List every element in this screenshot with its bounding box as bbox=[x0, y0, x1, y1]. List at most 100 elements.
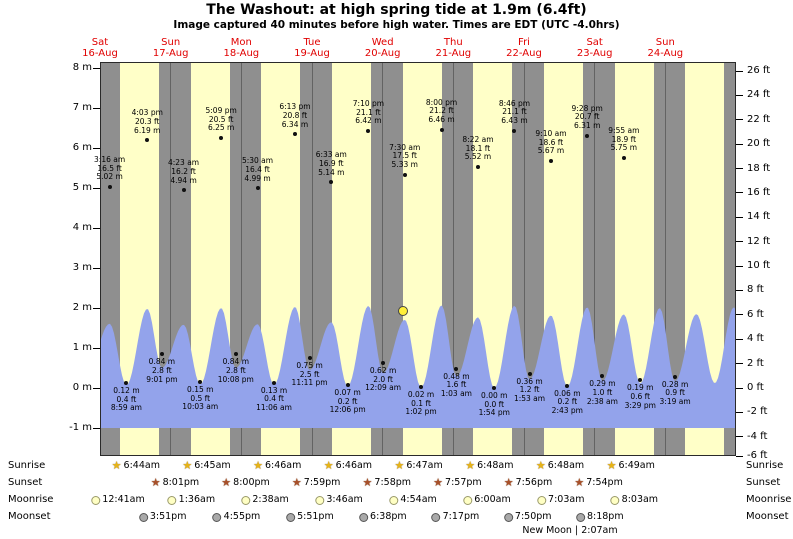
tide-annotation-line: 6.34 m bbox=[281, 119, 309, 129]
tide-annotation-line: 5:30 am bbox=[241, 156, 274, 166]
astro-row-label: Moonrise bbox=[8, 494, 54, 505]
tide-annotation-low: 0.75 m 2.5 ft 11:11 pm bbox=[281, 361, 339, 388]
tide-dot bbox=[673, 374, 678, 379]
moonrise-circle bbox=[167, 495, 177, 505]
day-label: Thu 21-Aug bbox=[436, 37, 472, 59]
y-axis-label-feet: 18 ft bbox=[747, 162, 771, 174]
astro-row-label: Sunset bbox=[8, 477, 43, 488]
astro-time: 3:51pm bbox=[149, 511, 187, 522]
y-axis-tick-right bbox=[736, 338, 743, 340]
tide-annotation-line: 2:38 am bbox=[586, 396, 618, 406]
moonrise-circle bbox=[463, 495, 473, 505]
astro-entry: ★ 8:01pm bbox=[151, 477, 200, 488]
astro-time: 6:45am bbox=[194, 460, 231, 471]
moonset-circle bbox=[138, 512, 148, 522]
sunrise-star: ★ bbox=[323, 459, 334, 472]
tide-curve-area bbox=[100, 305, 736, 428]
astro-time: 6:49am bbox=[618, 460, 655, 471]
day-date: 21-Aug bbox=[435, 48, 472, 59]
tide-annotation-high: 8:46 pm 21.1 ft 6.43 m bbox=[485, 99, 543, 126]
astro-time: 8:00pm bbox=[233, 477, 270, 488]
day-label: Sat 16-Aug bbox=[82, 37, 118, 59]
tide-annotation-line: 5.52 m bbox=[464, 152, 492, 162]
tide-annotation-line: 4.94 m bbox=[170, 175, 197, 185]
tide-dot bbox=[600, 374, 605, 379]
tide-annotation-line: 18.1 ft bbox=[465, 143, 491, 153]
tide-dot bbox=[454, 366, 459, 371]
day-boundary-line bbox=[382, 62, 384, 456]
tide-dot bbox=[145, 138, 150, 143]
y-axis-label-meters: 7 m bbox=[72, 102, 92, 113]
tide-annotation-line: 21.2 ft bbox=[429, 106, 454, 116]
astro-entry: ★ 6:46am bbox=[323, 459, 372, 472]
tide-annotation-line: 3:29 pm bbox=[624, 400, 656, 410]
astro-entry: ★ 6:44am bbox=[112, 460, 160, 471]
tide-annotation-line: 5.33 m bbox=[391, 159, 418, 169]
day-of-week: Sat bbox=[91, 37, 109, 48]
tide-annotation-line: 6:33 am bbox=[315, 150, 347, 160]
day-date: 24-Aug bbox=[647, 48, 684, 59]
y-axis-tick-left bbox=[93, 187, 100, 189]
y-axis-tick-right bbox=[736, 289, 743, 291]
y-axis-tick-right bbox=[736, 119, 743, 121]
tide-annotation-high: 5:30 am 16.4 ft 4.99 m bbox=[229, 157, 287, 183]
tide-annotation-high: 7:30 am 17.5 ft 5.33 m bbox=[376, 143, 434, 170]
tide-annotation-line: 1:53 am bbox=[513, 393, 546, 403]
tide-annotation-line: 1:54 pm bbox=[478, 408, 510, 418]
tide-annotation-line: 18.9 ft bbox=[611, 134, 637, 144]
tide-dot bbox=[181, 188, 186, 193]
y-axis-label-feet: 20 ft bbox=[747, 138, 771, 150]
day-date: 16-Aug bbox=[82, 48, 118, 59]
day-label: Sun 24-Aug bbox=[648, 37, 684, 59]
tide-annotation-line: 0.19 m bbox=[627, 383, 654, 393]
astro-time: 5:51pm bbox=[297, 511, 334, 522]
tide-annotation-line: 1:03 am bbox=[440, 388, 472, 398]
tide-annotation-line: 1:02 pm bbox=[405, 407, 437, 417]
tide-annotation-high: 4:03 pm 20.3 ft 6.19 m bbox=[118, 109, 176, 135]
tide-annotation-line: 16.4 ft bbox=[245, 164, 270, 174]
day-of-week: Wed bbox=[371, 37, 394, 48]
new-moon-label: New Moon | 2:07am bbox=[522, 525, 618, 536]
tide-annotation-line: 5.67 m bbox=[537, 146, 565, 156]
tide-dot bbox=[621, 156, 626, 160]
tide-annotation-line: 16.5 ft bbox=[97, 163, 122, 173]
tide-annotation-line: 0.28 m bbox=[661, 379, 689, 389]
astro-entry: 1:36am bbox=[167, 495, 215, 505]
y-axis-tick-left bbox=[93, 267, 100, 269]
y-axis-label-feet: 16 ft bbox=[747, 186, 771, 198]
day-boundary-line bbox=[664, 62, 666, 456]
tide-annotation-high: 3:16 am 16.5 ft 5.02 m bbox=[81, 156, 139, 182]
y-axis-tick-left bbox=[93, 227, 100, 229]
tide-annotation-line: 0.36 m bbox=[516, 376, 543, 386]
tide-annotation-line: 6:13 pm bbox=[279, 102, 311, 112]
tide-annotation-high: 6:13 pm 20.8 ft 6.34 m bbox=[266, 103, 324, 129]
y-axis-label-feet: 8 ft bbox=[747, 284, 764, 296]
tide-annotation-line: 0.48 m bbox=[443, 371, 470, 381]
chart-subtitle: Image captured 40 minutes before high wa… bbox=[173, 19, 620, 31]
astro-entry: ★ 7:56pm bbox=[503, 476, 553, 489]
y-axis-label-meters: 1 m bbox=[72, 342, 92, 353]
astro-time: 4:54am bbox=[400, 494, 437, 505]
tide-annotation-low: 0.13 m 0.4 ft 11:06 am bbox=[245, 386, 303, 413]
tide-annotation-low: 0.62 m 2.0 ft 12:09 am bbox=[354, 367, 412, 393]
tide-dot bbox=[219, 136, 224, 140]
astro-entry: ★ 6:45am bbox=[182, 460, 231, 471]
tide-annotation-high: 5:09 pm 20.5 ft 6.25 m bbox=[192, 106, 250, 133]
astro-entry: 2:38am bbox=[241, 495, 289, 505]
sunset-star: ★ bbox=[221, 476, 232, 489]
day-of-week: Tue bbox=[303, 37, 321, 48]
tide-annotation-line: 5.02 m bbox=[96, 172, 123, 182]
y-axis-label-feet: 0 ft bbox=[747, 382, 764, 393]
y-axis-tick-left bbox=[93, 427, 100, 429]
tide-annotation-low: 0.29 m 1.0 ft 2:38 am bbox=[573, 380, 631, 406]
day-label: Fri 22-Aug bbox=[506, 37, 542, 59]
tide-annotation-line: 1.6 ft bbox=[446, 380, 467, 390]
sunset-star: ★ bbox=[503, 476, 514, 489]
y-axis-label-feet: 14 ft bbox=[747, 211, 771, 223]
astro-time: 12:41am bbox=[102, 494, 145, 505]
astro-time: 6:00am bbox=[474, 494, 511, 505]
tide-annotation-line: 1.0 ft bbox=[592, 387, 613, 397]
y-axis-tick-right bbox=[736, 265, 743, 267]
tide-annotation-line: 11:11 pm bbox=[291, 378, 328, 388]
y-axis-label-feet: 22 ft bbox=[747, 113, 771, 125]
